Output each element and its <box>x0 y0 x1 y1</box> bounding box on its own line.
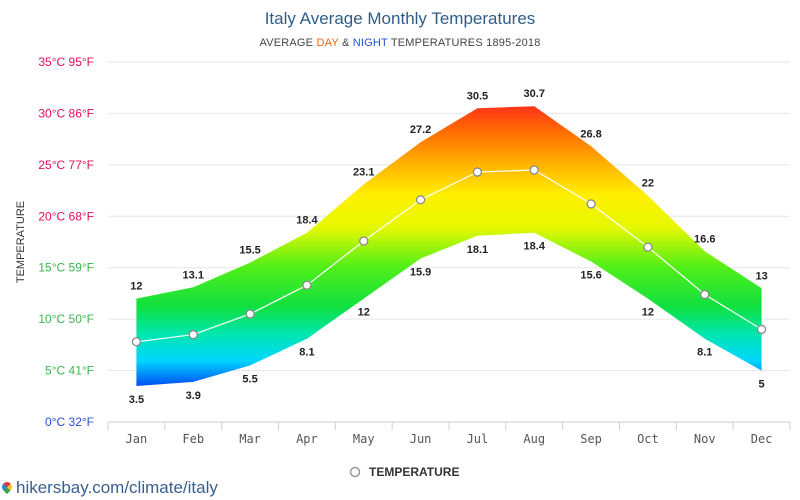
temperature-point <box>188 329 198 340</box>
night-value-label: 18.1 <box>467 244 488 256</box>
average-temperature-series <box>131 165 767 347</box>
temperature-point <box>586 199 596 209</box>
y-axis-ticks: 0°C 32°F 5°C 41°F 10°C 50°F 15°C 59°F 20°C 6… <box>38 55 94 429</box>
x-tick-label: Nov <box>694 432 716 446</box>
map-pin-icon <box>0 479 15 495</box>
y-tick-label: 20°C 68°F <box>38 209 94 223</box>
night-value-label: 15.9 <box>410 266 431 278</box>
night-value-label: 3.9 <box>186 390 201 402</box>
temperature-point <box>756 324 767 335</box>
day-value-label: 30.5 <box>467 90 488 102</box>
temperature-point <box>643 242 653 252</box>
subtitle-night-word: NIGHT <box>353 37 388 49</box>
chart-subtitle: AVERAGE DAY & NIGHT TEMPERATURES 1895-20… <box>259 37 540 49</box>
day-value-label: 23.1 <box>353 166 374 178</box>
day-value-label: 18.4 <box>296 215 318 227</box>
y-tick-label: 30°C 86°F <box>38 106 94 120</box>
x-tick-label: Oct <box>637 432 659 446</box>
y-tick-label: 25°C 77°F <box>38 158 94 172</box>
temperature-line <box>136 169 762 343</box>
footer-link[interactable]: hikersbay.com/climate/italy <box>0 478 218 498</box>
day-value-label: 15.5 <box>239 245 260 257</box>
x-tick-label: Mar <box>239 432 261 446</box>
y-axis-label: TEMPERATURE <box>15 201 27 283</box>
temperature-point <box>529 165 539 175</box>
y-tick-label: 5°C 41°F <box>45 364 94 378</box>
data-labels: 12 13.1 15.5 18.4 23.1 27.2 30.5 30.7 26.8 22 16.6… <box>129 88 768 406</box>
legend: TEMPERATURE <box>349 465 459 479</box>
night-value-label: 5.5 <box>242 373 257 385</box>
temperature-point <box>415 195 426 205</box>
day-value-label: 22 <box>642 178 654 190</box>
temperature-point <box>472 167 483 177</box>
x-tick-label: Aug <box>523 432 545 446</box>
subtitle-day-word: DAY <box>316 37 339 49</box>
day-night-band <box>136 106 762 386</box>
temperature-point <box>245 309 255 319</box>
x-tick-label: Dec <box>751 432 773 446</box>
footer-link-text[interactable]: hikersbay.com/climate/italy <box>16 478 218 497</box>
day-value-label: 12 <box>130 281 142 293</box>
subtitle-prefix: AVERAGE <box>259 37 316 49</box>
day-value-label: 13 <box>755 270 767 282</box>
x-tick-label: Jan <box>126 432 148 446</box>
day-value-label: 30.7 <box>524 88 545 100</box>
day-value-label: 13.1 <box>183 269 204 281</box>
day-value-label: 26.8 <box>580 128 601 140</box>
legend-marker-icon <box>349 466 361 478</box>
temperature-point <box>359 236 369 246</box>
subtitle-and-word: & <box>339 37 353 49</box>
day-value-label: 27.2 <box>410 124 431 136</box>
night-value-label: 8.1 <box>299 347 314 359</box>
y-tick-label: 15°C 59°F <box>38 261 94 275</box>
subtitle-suffix: TEMPERATURES 1895-2018 <box>388 37 541 49</box>
night-value-label: 18.4 <box>524 241 546 253</box>
day-value-label: 16.6 <box>694 233 715 245</box>
x-tick-label: Apr <box>296 432 318 446</box>
night-value-label: 12 <box>642 307 654 319</box>
y-tick-label: 10°C 50°F <box>38 312 94 326</box>
x-tick-label: Jun <box>410 432 432 446</box>
temperature-point <box>302 280 312 290</box>
y-tick-label: 0°C 32°F <box>45 415 94 429</box>
night-value-label: 15.6 <box>580 270 601 282</box>
y-tick-label: 35°C 95°F <box>38 55 94 69</box>
temperature-point <box>700 289 710 300</box>
night-value-label: 8.1 <box>697 347 712 359</box>
x-tick-label: May <box>353 432 375 446</box>
chart-title: Italy Average Monthly Temperatures <box>265 9 536 28</box>
legend-label: TEMPERATURE <box>369 465 459 479</box>
x-tick-label: Feb <box>182 432 204 446</box>
night-value-label: 5 <box>759 379 765 391</box>
x-tick-label: Jul <box>467 432 489 446</box>
temperature-point <box>131 337 142 347</box>
x-tick-label: Sep <box>580 432 602 446</box>
night-value-label: 12 <box>358 307 370 319</box>
night-value-label: 3.5 <box>129 394 144 406</box>
x-axis-ticks: Jan Feb Mar Apr May Jun Jul Aug Sep Oct Nov Dec <box>107 422 791 446</box>
